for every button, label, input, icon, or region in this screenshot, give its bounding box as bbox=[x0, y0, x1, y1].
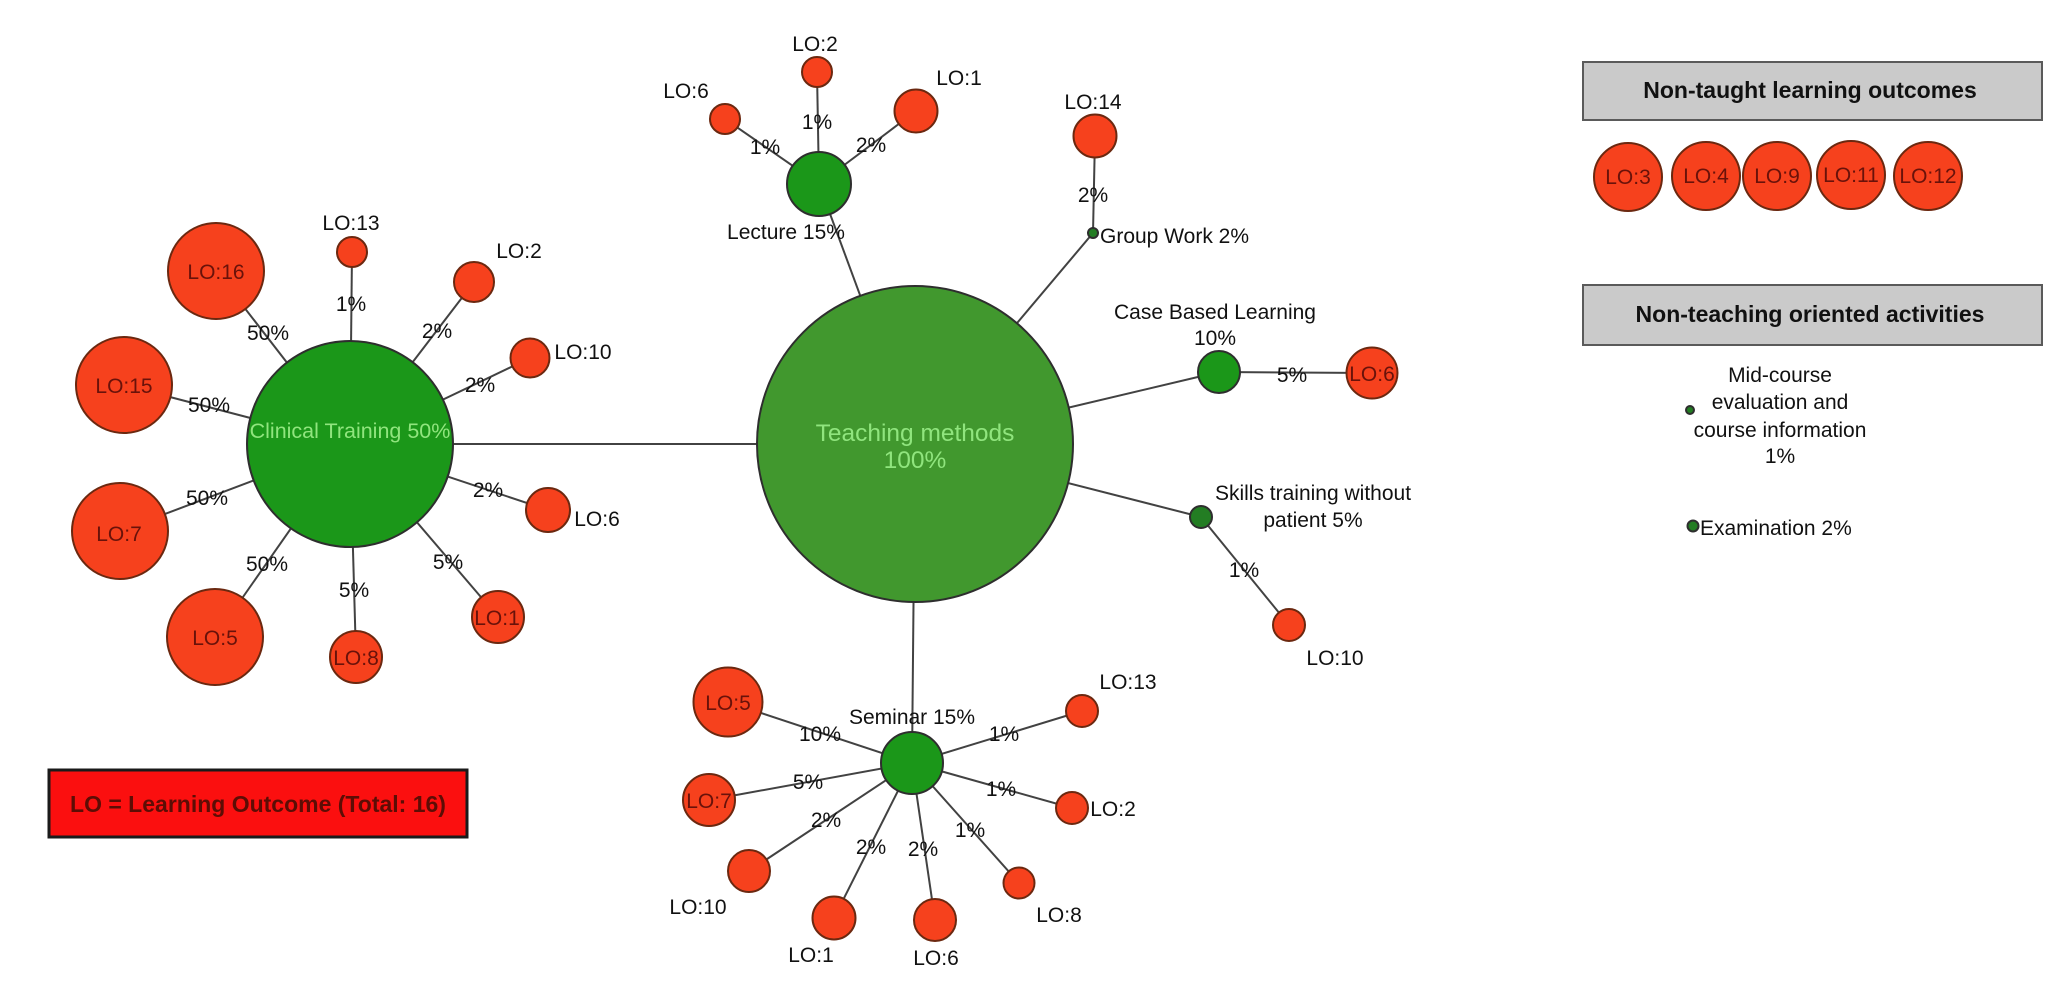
svg-text:Case Based Learning: Case Based Learning bbox=[1114, 301, 1316, 324]
svg-text:1%: 1% bbox=[955, 819, 985, 842]
svg-text:2%: 2% bbox=[856, 134, 886, 157]
svg-text:LO:2: LO:2 bbox=[792, 33, 838, 56]
svg-text:10%: 10% bbox=[1194, 327, 1236, 350]
svg-text:1%: 1% bbox=[1229, 559, 1259, 582]
svg-text:LO:6: LO:6 bbox=[1349, 363, 1395, 386]
svg-text:course information: course information bbox=[1694, 419, 1867, 442]
svg-text:Mid-course: Mid-course bbox=[1728, 364, 1832, 387]
svg-text:2%: 2% bbox=[856, 836, 886, 859]
svg-text:Non-teaching oriented activiti: Non-teaching oriented activities bbox=[1636, 301, 1985, 327]
svg-text:5%: 5% bbox=[793, 771, 823, 794]
svg-text:50%: 50% bbox=[186, 487, 228, 510]
svg-text:LO:4: LO:4 bbox=[1683, 165, 1729, 188]
svg-text:LO:13: LO:13 bbox=[322, 212, 379, 235]
svg-text:LO:16: LO:16 bbox=[187, 261, 244, 284]
svg-text:50%: 50% bbox=[246, 553, 288, 576]
svg-text:LO:10: LO:10 bbox=[554, 341, 611, 364]
svg-text:LO:13: LO:13 bbox=[1099, 671, 1156, 694]
svg-text:evaluation and: evaluation and bbox=[1712, 391, 1849, 414]
svg-text:Seminar 15%: Seminar 15% bbox=[849, 706, 975, 729]
svg-text:LO:7: LO:7 bbox=[96, 523, 142, 546]
svg-text:1%: 1% bbox=[986, 778, 1016, 801]
svg-text:1%: 1% bbox=[802, 111, 832, 134]
svg-text:2%: 2% bbox=[1078, 184, 1108, 207]
svg-text:LO:14: LO:14 bbox=[1064, 91, 1122, 114]
svg-text:Examination 2%: Examination 2% bbox=[1700, 517, 1852, 540]
svg-text:LO = Learning Outcome (Total:: LO = Learning Outcome (Total: 16) bbox=[70, 791, 446, 817]
svg-text:LO:5: LO:5 bbox=[705, 692, 751, 715]
svg-text:LO:8: LO:8 bbox=[1036, 904, 1082, 927]
svg-text:LO:6: LO:6 bbox=[574, 508, 620, 531]
svg-text:LO:2: LO:2 bbox=[496, 240, 542, 263]
svg-text:LO:8: LO:8 bbox=[333, 647, 379, 670]
svg-text:1%: 1% bbox=[336, 293, 366, 316]
svg-text:50%: 50% bbox=[247, 322, 289, 345]
svg-text:LO:3: LO:3 bbox=[1605, 166, 1651, 189]
svg-text:1%: 1% bbox=[750, 136, 780, 159]
svg-text:LO:10: LO:10 bbox=[669, 896, 726, 919]
svg-text:5%: 5% bbox=[1277, 364, 1307, 387]
svg-text:LO:6: LO:6 bbox=[913, 947, 959, 970]
svg-text:LO:6: LO:6 bbox=[663, 80, 709, 103]
svg-text:2%: 2% bbox=[422, 320, 452, 343]
svg-text:Lecture 15%: Lecture 15% bbox=[727, 221, 845, 244]
svg-text:2%: 2% bbox=[908, 838, 938, 861]
svg-text:1%: 1% bbox=[1765, 445, 1795, 468]
svg-text:Skills training without: Skills training without bbox=[1215, 482, 1411, 505]
svg-text:100%: 100% bbox=[884, 447, 947, 474]
svg-text:Non-taught learning outcomes: Non-taught learning outcomes bbox=[1643, 77, 1977, 103]
svg-text:LO:5: LO:5 bbox=[192, 627, 238, 650]
svg-text:LO:15: LO:15 bbox=[95, 375, 152, 398]
svg-text:Group Work 2%: Group Work 2% bbox=[1100, 225, 1249, 248]
svg-text:Teaching methods: Teaching methods bbox=[816, 420, 1015, 447]
svg-text:1%: 1% bbox=[989, 723, 1019, 746]
svg-text:2%: 2% bbox=[473, 479, 503, 502]
svg-text:LO:2: LO:2 bbox=[1090, 798, 1136, 821]
svg-text:LO:1: LO:1 bbox=[474, 607, 520, 630]
svg-text:LO:7: LO:7 bbox=[686, 790, 732, 813]
svg-text:patient 5%: patient 5% bbox=[1263, 509, 1362, 532]
svg-text:LO:11: LO:11 bbox=[1823, 164, 1879, 187]
svg-text:LO:9: LO:9 bbox=[1754, 165, 1800, 188]
svg-text:LO:10: LO:10 bbox=[1306, 647, 1363, 670]
svg-text:LO:1: LO:1 bbox=[788, 944, 834, 967]
svg-text:5%: 5% bbox=[433, 551, 463, 574]
svg-text:Clinical Training 50%: Clinical Training 50% bbox=[250, 419, 451, 443]
svg-text:LO:12: LO:12 bbox=[1899, 165, 1956, 188]
svg-text:2%: 2% bbox=[811, 809, 841, 832]
svg-text:LO:1: LO:1 bbox=[936, 67, 982, 90]
svg-text:5%: 5% bbox=[339, 579, 369, 602]
svg-text:50%: 50% bbox=[188, 394, 230, 417]
svg-text:2%: 2% bbox=[465, 374, 495, 397]
svg-text:10%: 10% bbox=[799, 723, 841, 746]
